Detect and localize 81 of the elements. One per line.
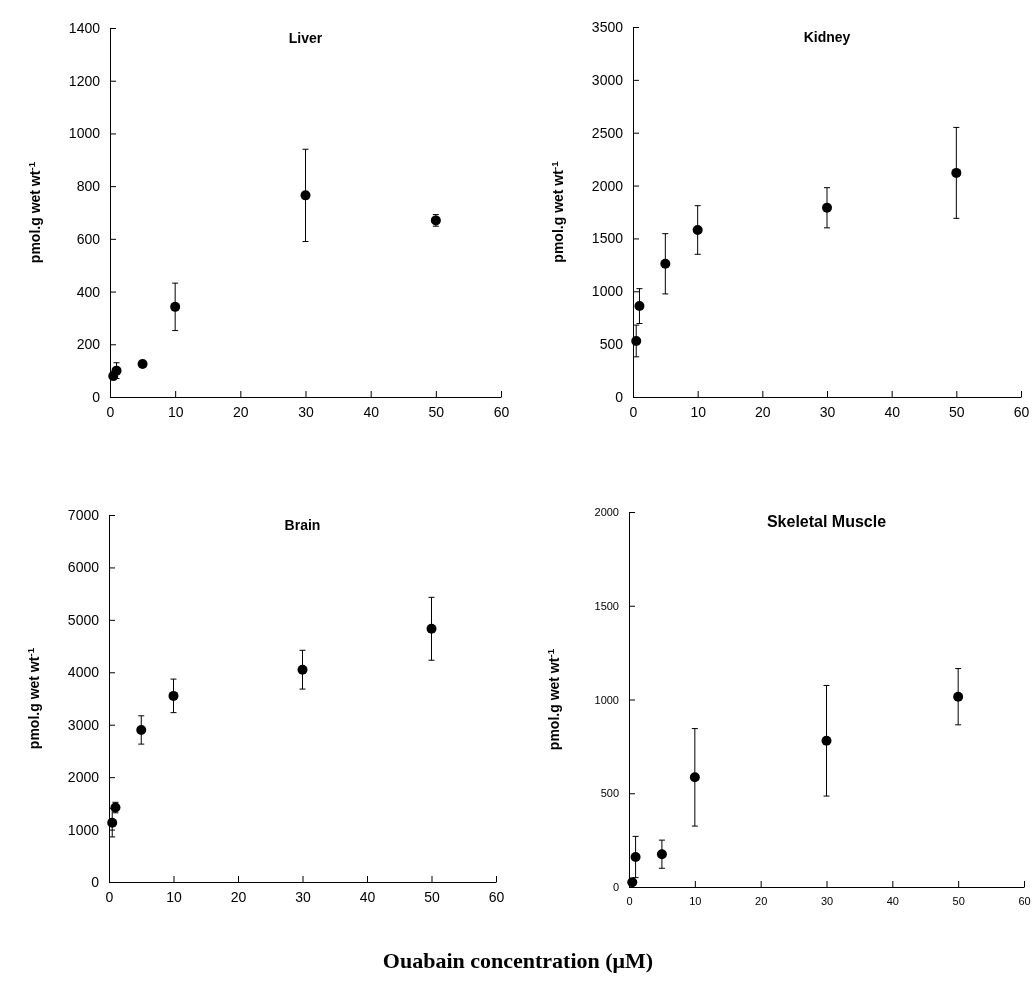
y-tick-label: 1400 [68,19,101,36]
point [111,365,122,376]
x-tick-label: 0 [106,403,115,420]
point [692,224,703,235]
y-tick-label: 1000 [594,693,619,706]
point [297,664,308,675]
x-tick-label: 10 [167,403,184,420]
y-tick-label: 4000 [67,664,100,681]
x-tick-label: 60 [493,403,510,420]
x-tick-label: 10 [689,894,702,907]
x-tick-label: 60 [1013,403,1030,420]
y-tick-label: 2500 [591,124,624,141]
x-tick-label: 50 [424,888,440,905]
x-tick-label: 10 [166,888,182,905]
x-axis-title: Ouabain concentration (μM) [382,948,654,973]
y-tick-label: 1000 [67,821,100,838]
y-tick-label: 0 [615,388,624,405]
chart-title: Brain [284,517,321,533]
y-tick-label: 800 [76,178,101,195]
point [656,849,667,860]
point [631,335,642,346]
point [107,817,118,828]
y-tick-label: 5000 [67,611,100,628]
point [822,202,832,213]
x-tick-label: 0 [629,403,638,420]
point [634,301,645,312]
y-tick-label: 200 [76,336,101,353]
x-tick-label: 50 [428,403,445,420]
x-tick-label: 20 [755,894,768,907]
x-tick-label: 50 [952,894,965,907]
x-tick-label: 10 [690,403,707,420]
x-tick-label: 20 [755,403,771,420]
y-tick-label: 500 [599,336,624,353]
y-tick-label: 6000 [67,559,100,576]
point [660,258,671,269]
x-tick-label: 30 [820,894,834,907]
y-tick-label: 1500 [591,230,624,247]
y-tick-label: 600 [76,230,101,247]
point [426,623,437,634]
x-tick-label: 30 [295,888,311,905]
y-tick-label: 2000 [594,506,619,519]
y-tick-label: 500 [600,787,619,800]
x-tick-label: 30 [819,403,836,420]
x-tick-label: 50 [949,403,965,420]
x-tick-label: 60 [488,888,505,905]
point [168,690,179,701]
point [821,735,832,746]
point [136,724,147,735]
x-tick-label: 0 [105,888,114,905]
y-tick-label: 400 [76,283,101,300]
y-tick-label: 2000 [67,769,100,786]
x-tick-label: 40 [359,888,376,905]
y-tick-label: 1200 [68,72,101,89]
x-tick-label: 40 [886,894,899,907]
x-tick-label: 60 [1018,894,1031,907]
x-tick-label: 30 [298,403,314,420]
y-tick-label: 2000 [591,177,624,194]
y-tick-label: 0 [92,388,101,405]
x-tick-label: 40 [884,403,901,420]
point [170,301,181,312]
chart-title: Liver [288,30,323,46]
x-tick-label: 40 [363,403,380,420]
y-tick-label: 7000 [67,506,100,523]
chart-title: Skeletal Muscle [766,513,887,530]
chart-title: Kidney [803,29,851,45]
y-tick-label: 1500 [594,599,619,612]
x-tick-label: 20 [230,888,247,905]
y-tick-label: 1000 [68,125,101,142]
y-tick-label: 3000 [591,71,624,88]
point [951,167,962,178]
y-tick-label: 3000 [67,716,100,733]
y-tick-label: 3500 [591,18,624,35]
point [137,359,148,370]
x-tick-label: 20 [233,403,249,420]
point [689,772,700,783]
point [300,190,311,201]
point [953,691,964,702]
point [630,852,641,862]
y-tick-label: 0 [91,873,100,890]
x-tick-label: 0 [626,894,633,907]
y-tick-label: 1000 [591,283,624,300]
